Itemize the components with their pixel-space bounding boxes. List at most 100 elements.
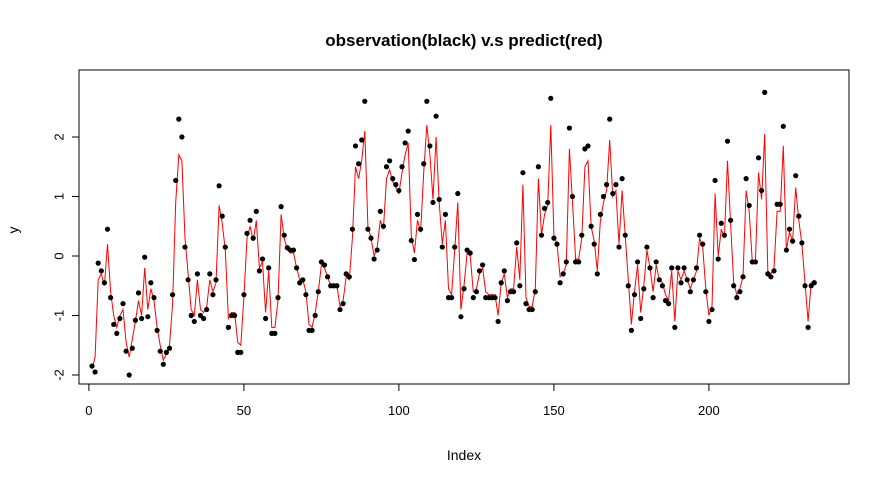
observation-point xyxy=(433,113,439,119)
observation-point xyxy=(142,254,148,260)
observation-point xyxy=(266,265,272,271)
observation-point xyxy=(194,271,200,277)
observation-point xyxy=(684,277,690,283)
observation-point xyxy=(737,289,743,295)
x-axis: 0 50 100 150 200 xyxy=(85,383,720,418)
observation-point xyxy=(480,262,486,268)
observation-point xyxy=(548,95,554,101)
y-axis: -2 -1 0 1 2 xyxy=(51,133,80,381)
observation-point xyxy=(430,199,436,206)
observation-point xyxy=(746,202,752,209)
observation-point xyxy=(294,265,300,271)
observation-point xyxy=(790,238,796,244)
observation-point xyxy=(786,226,793,232)
observation-point xyxy=(352,143,359,149)
observation-point xyxy=(247,217,253,223)
observation-point xyxy=(700,241,706,247)
observation-point xyxy=(436,196,442,203)
observation-point xyxy=(89,363,95,369)
observation-point xyxy=(250,235,256,241)
observation-point xyxy=(390,176,396,182)
observation-point xyxy=(569,193,576,200)
observation-point xyxy=(182,244,188,250)
observation-point xyxy=(321,262,328,268)
observation-point xyxy=(628,327,635,333)
observation-point xyxy=(272,330,278,336)
y-tick-label: 2 xyxy=(51,133,66,140)
observation-point xyxy=(672,324,678,330)
observation-point xyxy=(396,187,402,194)
observation-point xyxy=(504,298,510,304)
observation-point xyxy=(591,241,597,247)
observation-point xyxy=(204,306,210,313)
observation-point xyxy=(135,290,142,296)
observation-point xyxy=(666,301,672,307)
observation-point xyxy=(303,292,309,298)
x-tick-label: 100 xyxy=(388,403,410,418)
observation-point xyxy=(163,349,169,355)
x-tick-label: 50 xyxy=(237,403,251,418)
y-tick-label: -2 xyxy=(51,369,66,381)
observation-point xyxy=(647,265,653,271)
observation-point xyxy=(523,301,529,307)
observation-point xyxy=(635,259,641,265)
observation-point xyxy=(641,286,647,292)
observation-point xyxy=(734,295,740,301)
observation-point xyxy=(281,232,287,238)
observation-point xyxy=(380,223,386,229)
observation-point xyxy=(669,265,675,271)
observation-point xyxy=(724,138,731,144)
observation-point xyxy=(492,295,498,301)
observation-point xyxy=(126,372,132,378)
observation-point xyxy=(170,292,176,298)
observation-point xyxy=(213,277,219,283)
observation-point xyxy=(151,295,157,301)
observation-point xyxy=(594,271,600,277)
observation-point xyxy=(377,208,383,214)
observation-point xyxy=(783,247,790,253)
x-tick-label: 0 xyxy=(85,403,92,418)
observation-point xyxy=(387,158,393,164)
observation-point xyxy=(622,232,628,238)
observation-point xyxy=(108,295,114,301)
observation-point xyxy=(92,369,98,375)
observation-point xyxy=(470,295,476,301)
observation-point xyxy=(244,230,250,236)
observation-point xyxy=(439,244,445,250)
observation-point xyxy=(117,315,123,322)
chart-title: observation(black) v.s predict(red) xyxy=(325,31,602,50)
observation-point xyxy=(780,123,786,129)
observation-point xyxy=(359,137,365,143)
observation-point xyxy=(418,226,424,232)
observation-point xyxy=(374,247,380,253)
y-tick-label: 0 xyxy=(51,252,66,259)
observation-point xyxy=(693,265,700,271)
observation-point xyxy=(455,190,461,197)
observation-point xyxy=(557,280,563,286)
observation-point xyxy=(179,134,185,140)
observation-point xyxy=(610,190,616,197)
observation-point xyxy=(529,306,535,313)
observation-point xyxy=(411,256,417,263)
observation-point xyxy=(520,170,526,176)
observation-point xyxy=(129,345,135,351)
observation-point xyxy=(535,164,542,170)
x-axis-label: Index xyxy=(447,447,481,463)
observation-point xyxy=(731,283,737,289)
observation-point xyxy=(166,345,173,351)
observation-point xyxy=(424,98,430,104)
observation-point xyxy=(604,182,610,188)
observation-point xyxy=(461,286,467,292)
observation-point xyxy=(678,280,684,286)
observation-point xyxy=(805,324,811,330)
observation-point xyxy=(408,237,414,244)
observation-point xyxy=(368,235,374,241)
observation-point xyxy=(421,161,427,167)
observation-point xyxy=(545,199,551,206)
observation-point xyxy=(675,265,681,271)
observation-point xyxy=(597,211,604,217)
observation-point xyxy=(427,143,433,149)
observation-point xyxy=(340,301,346,307)
observation-point xyxy=(799,240,805,246)
